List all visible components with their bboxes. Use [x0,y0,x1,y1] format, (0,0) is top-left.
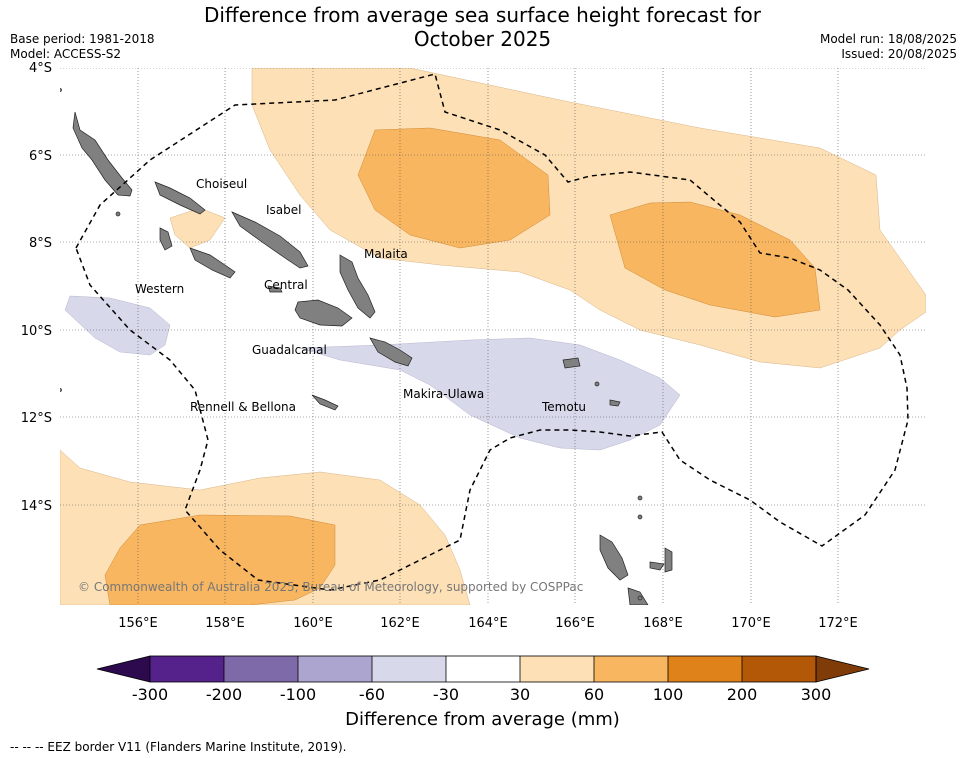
province-label: Rennell & Bellona [190,400,296,414]
colorbar-tick: -60 [359,685,385,704]
colorbar-segment [594,656,668,682]
land-malaita [339,254,376,319]
province-labels: Choiseul Isabel Malaita Western Central … [135,177,586,414]
latitude-labels: 4°S 6°S 8°S 10°S 12°S 14°S [21,61,52,514]
colorbar-tick: 60 [584,685,604,704]
base-period: Base period: 1981-2018 [10,32,155,46]
model-name: Model: ACCESS-S2 [10,47,122,61]
lon-label: 166°E [555,616,595,631]
anomaly-negative-west [64,295,171,356]
colorbar-extend-low [96,655,151,683]
colorbar-segment [224,656,298,682]
land-vanuatu-c [664,547,673,573]
model-run: Model run: 18/08/2025 [819,32,957,46]
colorbar-tick: 300 [801,685,832,704]
copyright-notice: © Commonwealth of Australia 2025, Bureau… [78,580,584,594]
eez-footnote: -- -- -- EEZ border V11 (Flanders Marine… [10,740,347,754]
map-area [60,68,926,605]
colorbar-segment [742,656,816,682]
lon-label: 168°E [643,616,683,631]
anomaly-negative-east [299,337,681,451]
lat-label: 8°S [29,236,52,251]
land-vanuatu-a [599,534,629,581]
issued-date: Issued: 20/08/2025 [841,47,957,61]
land-bougainville [72,111,133,197]
colorbar-tick: 100 [653,685,684,704]
lon-label: 162°E [380,616,420,631]
longitude-labels: 156°E 158°E 160°E 162°E 164°E 166°E 168°… [118,616,858,631]
province-label: Temotu [541,400,586,414]
eez-border [75,73,909,591]
land-central [267,285,283,293]
land-vanuatu-d [649,561,665,571]
meta-right: Model run: 18/08/2025 Issued: 20/08/2025 [820,32,957,62]
colorbar-label: Difference from average (mm) [345,709,620,730]
province-label: Western [135,282,184,296]
colorbar-tick: -100 [280,685,316,704]
colorbar-segment [520,656,594,682]
province-label: Isabel [266,203,301,217]
land-makira [369,337,413,367]
colorbar-segment [298,656,372,682]
lon-label: 170°E [731,616,771,631]
lon-label: 158°E [205,616,245,631]
meta-left: Base period: 1981-2018 Model: ACCESS-S2 [10,32,155,62]
province-label: Choiseul [196,177,247,191]
land-guadalcanal [294,299,353,327]
province-label: Makira-Ulawa [403,387,484,401]
land-choiseul [154,181,206,215]
colorbar: -300 -200 -100 -60 -30 30 60 100 200 300 [96,655,870,704]
lat-label: 4°S [29,61,52,76]
land-vella [159,227,173,251]
anomaly-core-north-west [357,127,551,249]
land-vanuatu-b [627,587,649,605]
colorbar-tick: -200 [206,685,242,704]
map-figure: 4°S 6°S 8°S 10°S 12°S 14°S 156°E 158°E 1… [21,61,926,704]
lon-label: 164°E [468,616,508,631]
graticule [60,68,926,605]
title-line-1: Difference from average sea surface heig… [203,3,762,27]
anomaly-core-north-east [609,201,821,318]
colorbar-segment [372,656,446,682]
lat-label: 12°S [21,411,52,426]
land-masses [60,88,673,605]
province-label: Malaita [364,247,408,261]
colorbar-segment [668,656,742,682]
colorbar-extend-high [815,655,870,683]
colorbar-tick: 200 [727,685,758,704]
land-temotu-b [609,399,621,407]
land-new-georgia [189,247,236,279]
lon-label: 172°E [818,616,858,631]
land-rennell [311,394,339,411]
colorbar-segment [446,656,520,682]
map-title: Difference from average sea surface heig… [0,3,965,51]
province-label: Central [264,278,308,292]
land-temotu-a [562,357,581,369]
colorbar-segment [150,656,224,682]
lon-label: 160°E [293,616,333,631]
province-label: Guadalcanal [252,343,327,357]
lat-label: 10°S [21,324,52,339]
title-line-2: October 2025 [413,27,552,51]
lat-label: 14°S [21,499,52,514]
lat-label: 6°S [29,149,52,164]
colorbar-tick: -30 [433,685,459,704]
lon-label: 156°E [118,616,158,631]
colorbar-tick: -300 [132,685,168,704]
land-isabel [231,211,309,269]
colorbar-tick: 30 [510,685,530,704]
